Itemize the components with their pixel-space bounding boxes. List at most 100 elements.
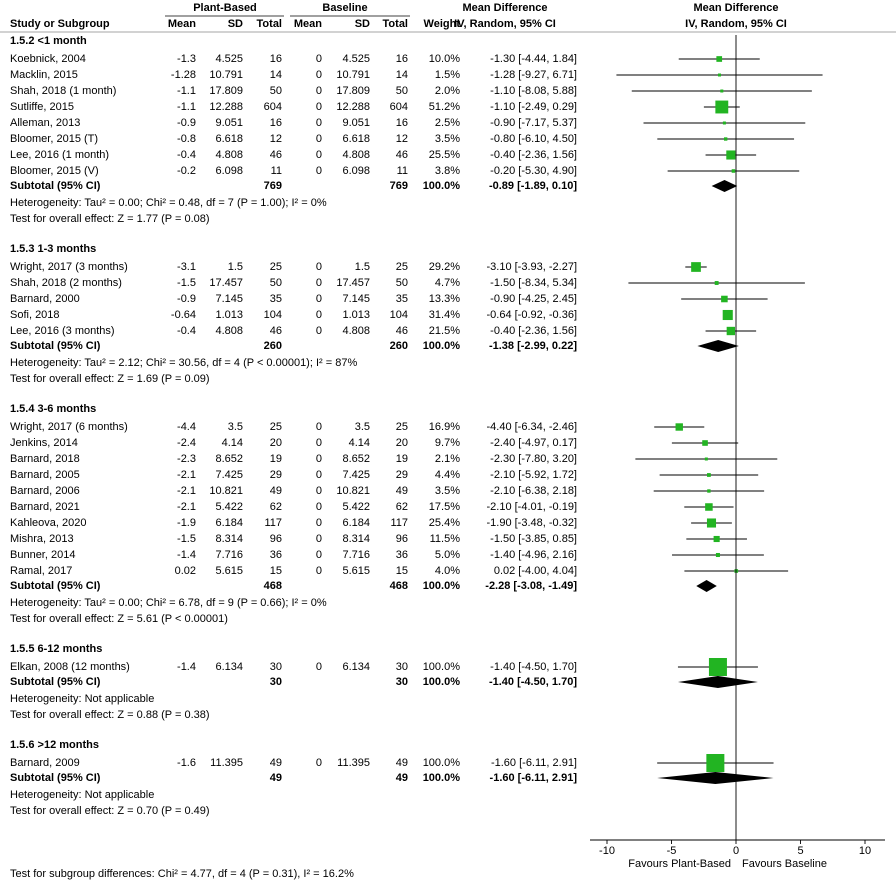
study-name: Kahleova, 2020	[10, 517, 86, 529]
effect-square	[691, 262, 701, 272]
mean-cell: 0	[316, 533, 322, 545]
total-cell: 25	[396, 421, 408, 433]
mean-cell: -1.4	[177, 661, 196, 673]
weight-cell: 4.4%	[435, 469, 460, 481]
mean-cell: -4.4	[177, 421, 196, 433]
total-cell: 15	[396, 565, 408, 577]
mean-cell: 0	[316, 661, 322, 673]
weight-cell: 3.5%	[435, 485, 460, 497]
total-cell: 35	[270, 293, 282, 305]
ci-cell: -4.40 [-6.34, -2.46]	[487, 421, 578, 433]
subtotal-label: Subtotal (95% CI)	[10, 340, 101, 352]
total-cell: 49	[396, 485, 408, 497]
mean-cell: -1.1	[177, 85, 196, 97]
total-cell: 46	[396, 149, 408, 161]
ci-cell: -1.60 [-6.11, 2.91]	[491, 757, 577, 769]
group1-header: Plant-Based	[193, 2, 257, 14]
ci-cell: -1.50 [-3.85, 0.85]	[490, 533, 577, 545]
study-name: Wright, 2017 (6 months)	[10, 421, 128, 433]
effect-square	[717, 73, 721, 77]
subtotal-label: Subtotal (95% CI)	[10, 580, 101, 592]
study-name: Shah, 2018 (2 months)	[10, 277, 122, 289]
total-cell: 36	[396, 549, 408, 561]
sd-cell: 8.314	[342, 533, 370, 545]
subgroup-label: 1.5.6 >12 months	[10, 739, 99, 751]
weight-cell: 25.4%	[429, 517, 460, 529]
weight-cell: 5.0%	[435, 549, 460, 561]
subtotal-label: Subtotal (95% CI)	[10, 676, 101, 688]
study-name: Macklin, 2015	[10, 69, 78, 81]
weight-cell: 2.5%	[435, 117, 460, 129]
sd-header: SD	[355, 18, 370, 30]
subgroup-label: 1.5.4 3-6 months	[10, 403, 96, 415]
weight-cell: 9.7%	[435, 437, 460, 449]
sd-cell: 8.314	[215, 533, 243, 545]
total-cell: 96	[270, 533, 282, 545]
weight-cell: 100.0%	[423, 180, 461, 192]
total-cell: 16	[270, 53, 282, 65]
sd-cell: 9.051	[342, 117, 370, 129]
weight-cell: 100.0%	[423, 676, 461, 688]
ci-cell: -1.90 [-3.48, -0.32]	[487, 517, 578, 529]
mean-cell: -0.64	[171, 309, 196, 321]
sd-cell: 6.618	[215, 133, 243, 145]
sd-cell: 4.14	[349, 437, 370, 449]
total-cell: 46	[270, 325, 282, 337]
total-cell: 25	[270, 421, 282, 433]
effect-square	[704, 457, 708, 461]
study-name: Elkan, 2008 (12 months)	[10, 661, 130, 673]
mean-cell: -0.9	[177, 293, 196, 305]
mean-cell: 0	[316, 149, 322, 161]
effect-square	[707, 473, 711, 477]
total-cell: 36	[270, 549, 282, 561]
mean-cell: -0.4	[177, 325, 196, 337]
subgroup-test: Test for subgroup differences: Chi² = 4.…	[10, 868, 354, 880]
weight-cell: 100.0%	[423, 772, 461, 784]
sd-cell: 1.013	[215, 309, 243, 321]
weight-cell: 10.0%	[429, 53, 460, 65]
ci-cell: -0.80 [-6.10, 4.50]	[490, 133, 577, 145]
mean-cell: 0	[316, 85, 322, 97]
effect-square	[706, 518, 717, 528]
total-cell: 104	[390, 309, 408, 321]
sd-cell: 17.457	[336, 277, 370, 289]
total-cell: 29	[270, 469, 282, 481]
subtotal-diamond	[697, 340, 739, 352]
effect-square	[715, 100, 729, 114]
ci-cell: -1.10 [-8.08, 5.88]	[490, 85, 577, 97]
total-cell: 29	[396, 469, 408, 481]
weight-cell: 100.0%	[423, 580, 461, 592]
sd-header: SD	[228, 18, 243, 30]
ci-cell: -1.30 [-4.44, 1.84]	[490, 53, 577, 65]
study-name: Mishra, 2013	[10, 533, 74, 545]
favours-left: Favours Plant-Based	[628, 858, 731, 870]
total-cell: 35	[396, 293, 408, 305]
study-name: Bloomer, 2015 (V)	[10, 165, 99, 177]
heterogeneity: Heterogeneity: Tau² = 2.12; Chi² = 30.56…	[10, 357, 357, 369]
total-cell: 46	[270, 149, 282, 161]
mean-cell: -2.1	[177, 501, 196, 513]
overall-effect: Test for overall effect: Z = 1.77 (P = 0…	[10, 213, 210, 225]
total-cell: 30	[270, 676, 282, 688]
mean-header: Mean	[168, 18, 196, 30]
total-cell: 16	[396, 117, 408, 129]
total-cell: 19	[270, 453, 282, 465]
study-name: Ramal, 2017	[10, 565, 72, 577]
ci-cell: -2.10 [-6.38, 2.18]	[490, 485, 577, 497]
heterogeneity: Heterogeneity: Not applicable	[10, 693, 154, 705]
ci-cell: -0.40 [-2.36, 1.56]	[490, 325, 577, 337]
mean-cell: 0	[316, 133, 322, 145]
total-cell: 260	[264, 340, 282, 352]
weight-cell: 2.1%	[435, 453, 460, 465]
sd-cell: 5.615	[342, 565, 370, 577]
heterogeneity: Heterogeneity: Tau² = 0.00; Chi² = 6.78,…	[10, 597, 327, 609]
sd-cell: 7.716	[342, 549, 370, 561]
total-cell: 49	[396, 757, 408, 769]
total-cell: 62	[396, 501, 408, 513]
mean-cell: 0	[316, 101, 322, 113]
total-cell: 50	[396, 277, 408, 289]
subtotal-diamond	[696, 580, 717, 592]
ci-cell: -0.64 [-0.92, -0.36]	[487, 309, 578, 321]
total-cell: 468	[390, 580, 408, 592]
total-cell: 14	[396, 69, 408, 81]
